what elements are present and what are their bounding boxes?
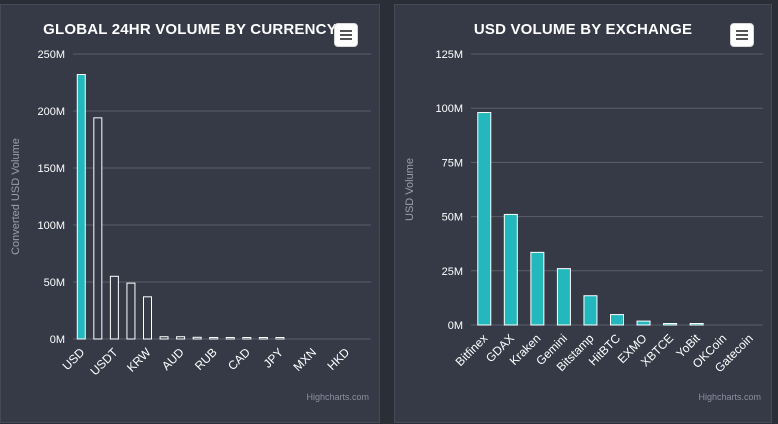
- x-tick-label: KRW: [124, 345, 154, 375]
- y-axis-title: Converted USD Volume: [10, 138, 22, 255]
- bar: [477, 112, 492, 326]
- x-tick-label: AUD: [159, 345, 187, 373]
- y-tick-label: 125M: [435, 49, 463, 61]
- credits-link[interactable]: Highcharts.com: [306, 392, 369, 402]
- bar: [76, 74, 86, 340]
- chart-menu-button[interactable]: [334, 23, 358, 47]
- bar: [176, 336, 186, 340]
- x-tick-label: USDT: [88, 345, 121, 378]
- y-tick-label: 100M: [435, 103, 463, 115]
- bar: [275, 337, 285, 340]
- currency-volume-panel: GLOBAL 24HR VOLUME BY CURRENCY 0M 50M 100M…: [0, 4, 380, 423]
- bar: [209, 337, 219, 340]
- x-tick-label: JPY: [261, 345, 286, 370]
- y-tick-label: 150M: [37, 163, 65, 175]
- chart-title: USD VOLUME BY EXCHANGE: [473, 21, 693, 38]
- x-tick-label: USD: [60, 345, 88, 373]
- currency-volume-chart: 0M 50M 100M 150M 200M 250M Converted USD Volum…: [10, 49, 371, 378]
- bar: [689, 323, 704, 326]
- bar: [530, 251, 545, 326]
- bar: [503, 213, 518, 326]
- x-tick-label: RUB: [192, 345, 220, 373]
- hamburger-menu-icon: [340, 30, 352, 32]
- bar: [143, 296, 152, 340]
- y-tick-label: 0M: [50, 334, 65, 346]
- bar: [556, 268, 571, 326]
- bar: [663, 323, 678, 326]
- y-tick-label: 50M: [44, 277, 65, 289]
- bar: [242, 337, 252, 340]
- y-axis-title: USD Volume: [404, 158, 416, 221]
- chart-title: GLOBAL 24HR VOLUME BY CURRENCY: [43, 21, 337, 38]
- hamburger-menu-icon: [736, 30, 748, 32]
- bar: [109, 275, 119, 340]
- x-tick-label: CAD: [225, 345, 253, 373]
- bar: [636, 320, 651, 326]
- y-tick-label: 75M: [442, 157, 463, 169]
- bar: [225, 337, 235, 340]
- y-tick-label: 0M: [448, 320, 463, 332]
- bar: [583, 295, 598, 326]
- y-tick-label: 25M: [442, 266, 463, 278]
- bar: [126, 282, 136, 340]
- y-tick-label: 50M: [442, 212, 463, 224]
- credits-link[interactable]: Highcharts.com: [698, 392, 761, 402]
- bar: [159, 336, 169, 340]
- bar: [192, 336, 202, 340]
- y-tick-label: 200M: [37, 106, 65, 118]
- y-tick-label: 100M: [37, 220, 65, 232]
- exchange-volume-panel: USD VOLUME BY EXCHANGE 0M 25M 50M 75M 100M 12…: [394, 4, 772, 423]
- bar: [93, 117, 103, 340]
- bar: [258, 337, 268, 340]
- x-tick-label: Bitfinex: [453, 331, 491, 369]
- y-tick-label: 250M: [37, 49, 65, 61]
- x-tick-label: MXN: [290, 345, 319, 374]
- chart-menu-button[interactable]: [730, 23, 754, 47]
- bar: [610, 314, 624, 326]
- x-tick-label: HKD: [324, 345, 352, 373]
